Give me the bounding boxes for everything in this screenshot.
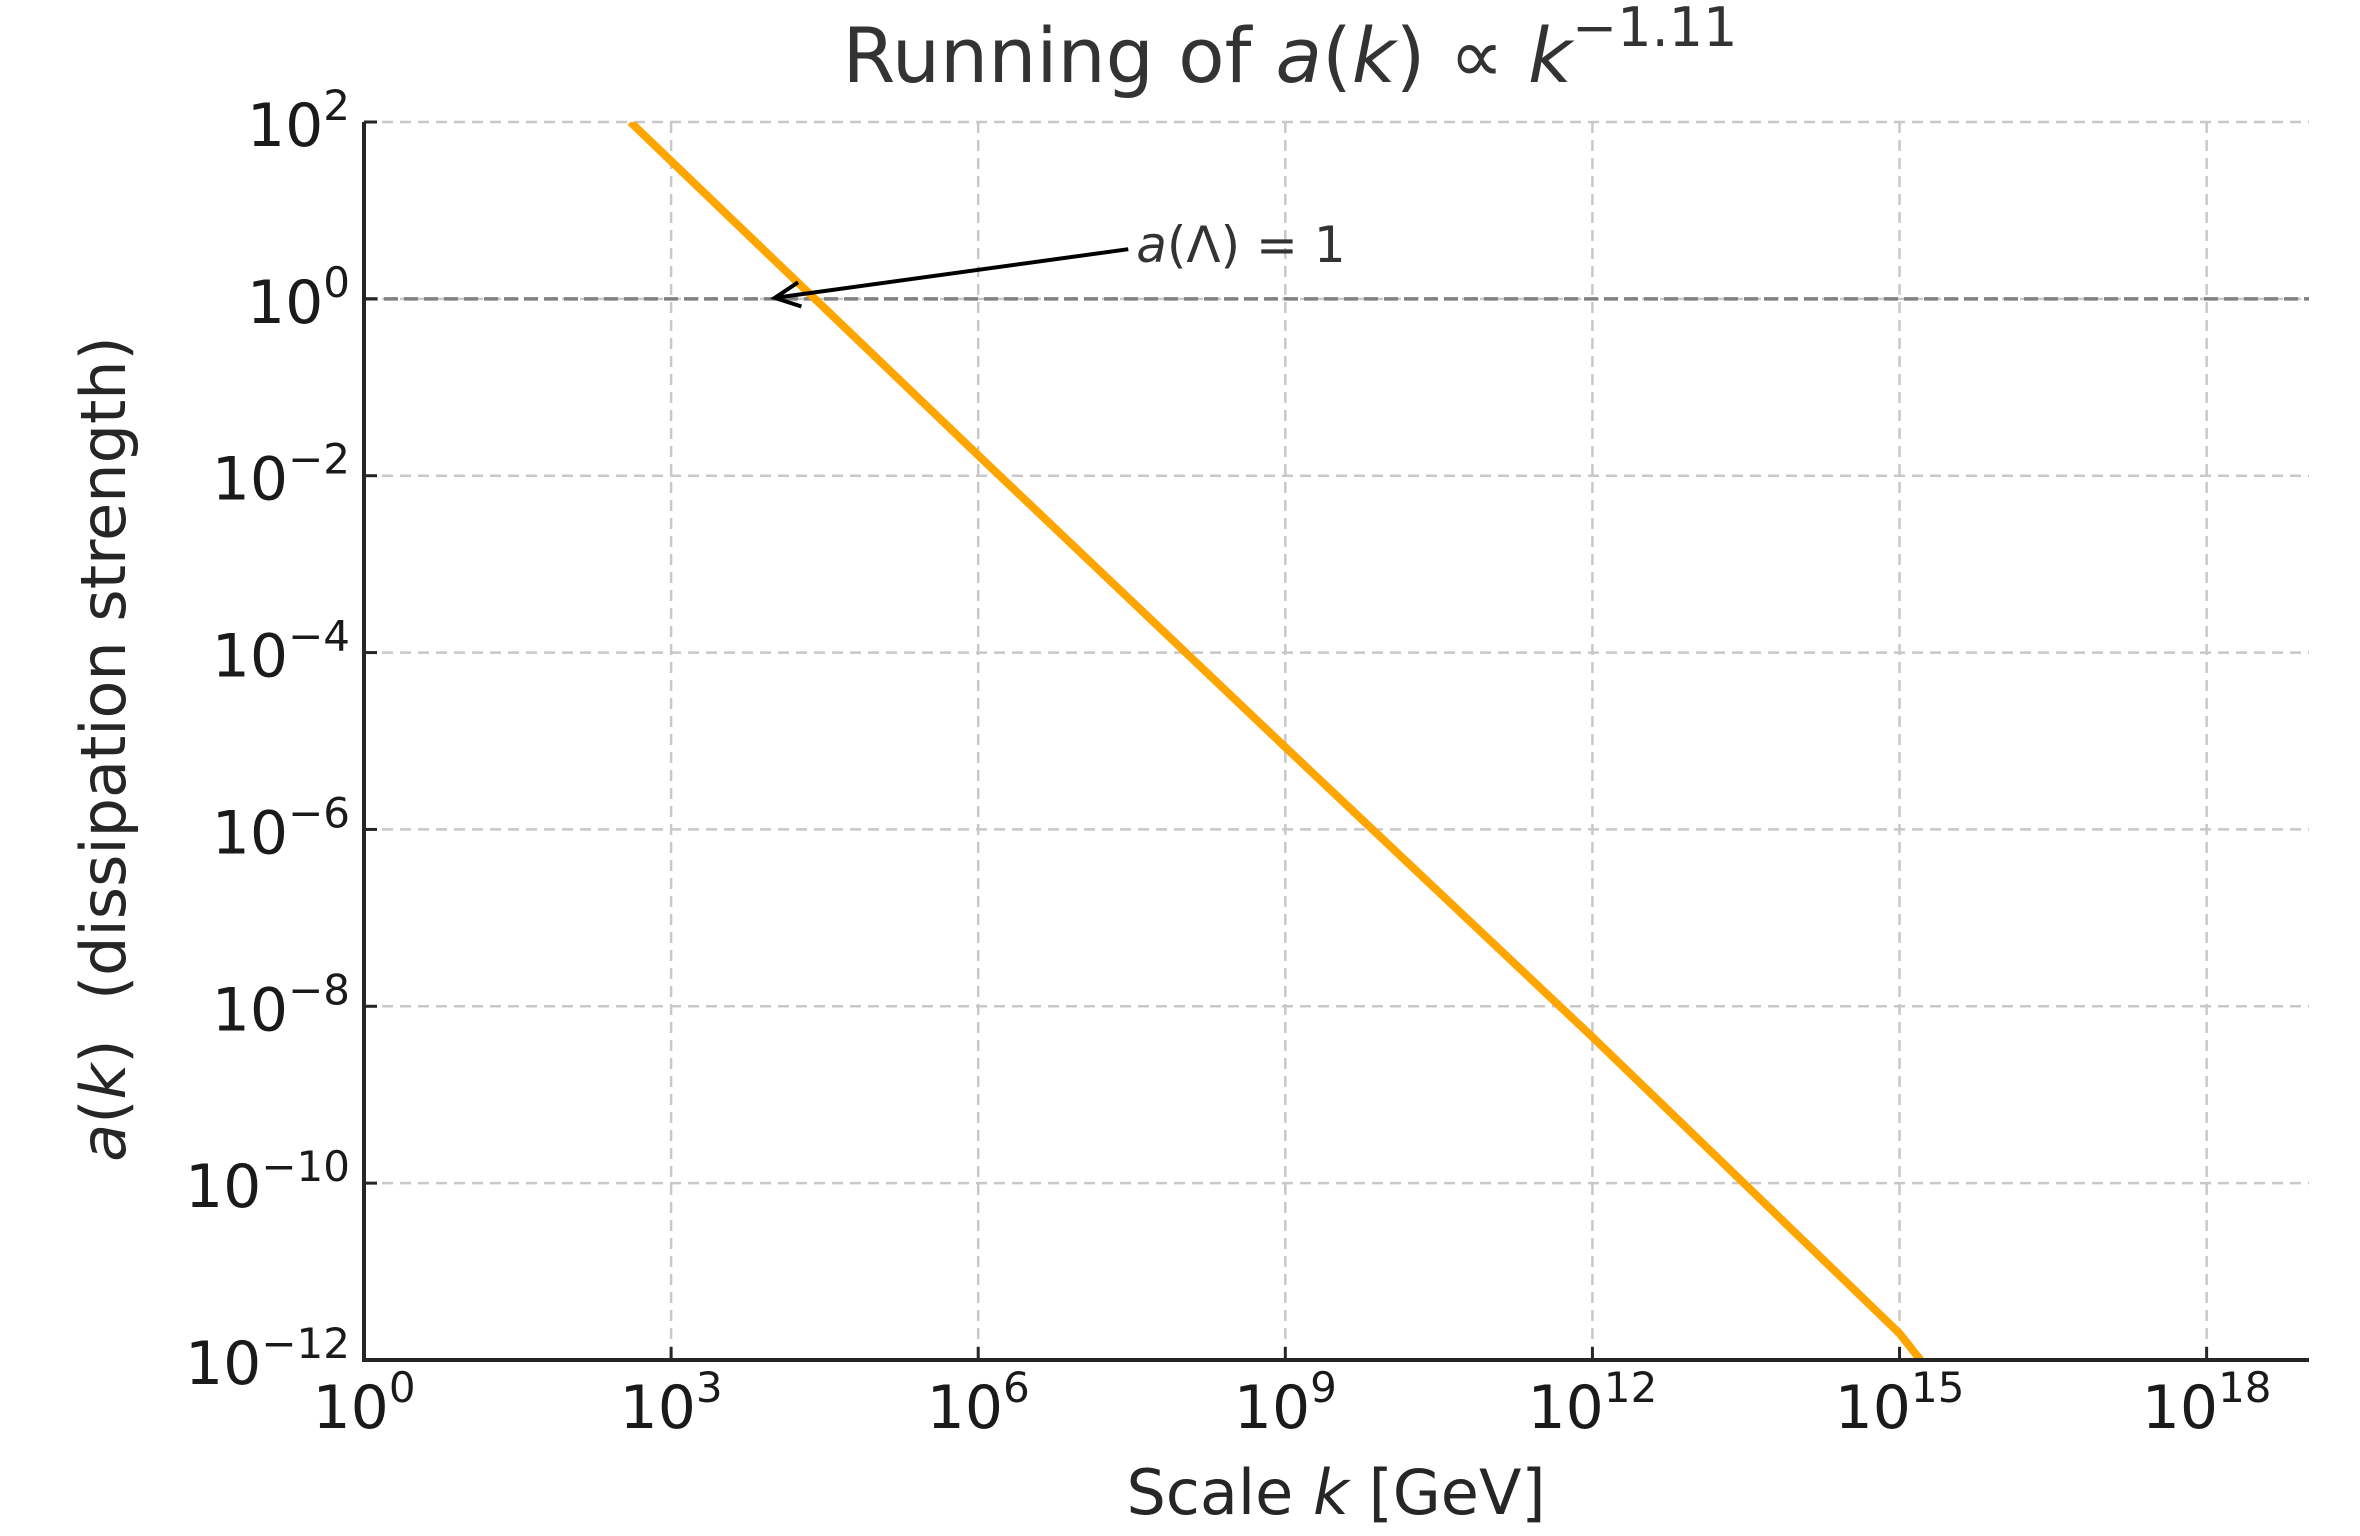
- annotation: a(Λ) = 1: [770, 216, 1346, 309]
- x-tick-label: 106: [927, 1363, 1030, 1443]
- x-tick-label: 109: [1234, 1363, 1337, 1443]
- annotation-arrow: [774, 247, 1129, 300]
- plot-area: [364, 122, 2309, 1360]
- x-ticks: 100 103 106 109 1012 1015 1018: [312, 1347, 2272, 1443]
- annotation-label: a(Λ) = 1: [1136, 216, 1345, 274]
- x-tick-label: 100: [312, 1363, 415, 1443]
- y-tick-label: 100: [247, 258, 350, 338]
- grid: [364, 120, 2309, 1360]
- x-tick-label: 1012: [1528, 1363, 1658, 1443]
- annotation-arrow-head: [770, 280, 803, 309]
- y-tick-label: 10−10: [185, 1142, 350, 1222]
- chart-title: Running of a(k) ∝ k−1.11: [842, 0, 1737, 100]
- series-line: [627, 122, 1924, 1360]
- y-tick-label: 10−2: [212, 435, 350, 515]
- y-tick-label: 10−8: [212, 965, 350, 1045]
- x-tick-label: 103: [620, 1363, 723, 1443]
- x-tick-label: 1018: [2142, 1363, 2272, 1443]
- x-tick-label: 1015: [1835, 1363, 1965, 1443]
- y-tick-label: 102: [247, 81, 350, 161]
- x-axis-label: Scale k [GeV]: [1126, 1456, 1545, 1529]
- y-tick-label: 10−12: [185, 1319, 350, 1399]
- y-axis-label: a(k) (dissipation strength): [67, 336, 140, 1161]
- axes: [362, 122, 2309, 1362]
- y-tick-label: 10−6: [212, 788, 350, 868]
- y-ticks: 102 100 10−2 10−4 10−6 10−8 10−10 10−12: [185, 81, 377, 1399]
- y-tick-label: 10−4: [212, 612, 350, 692]
